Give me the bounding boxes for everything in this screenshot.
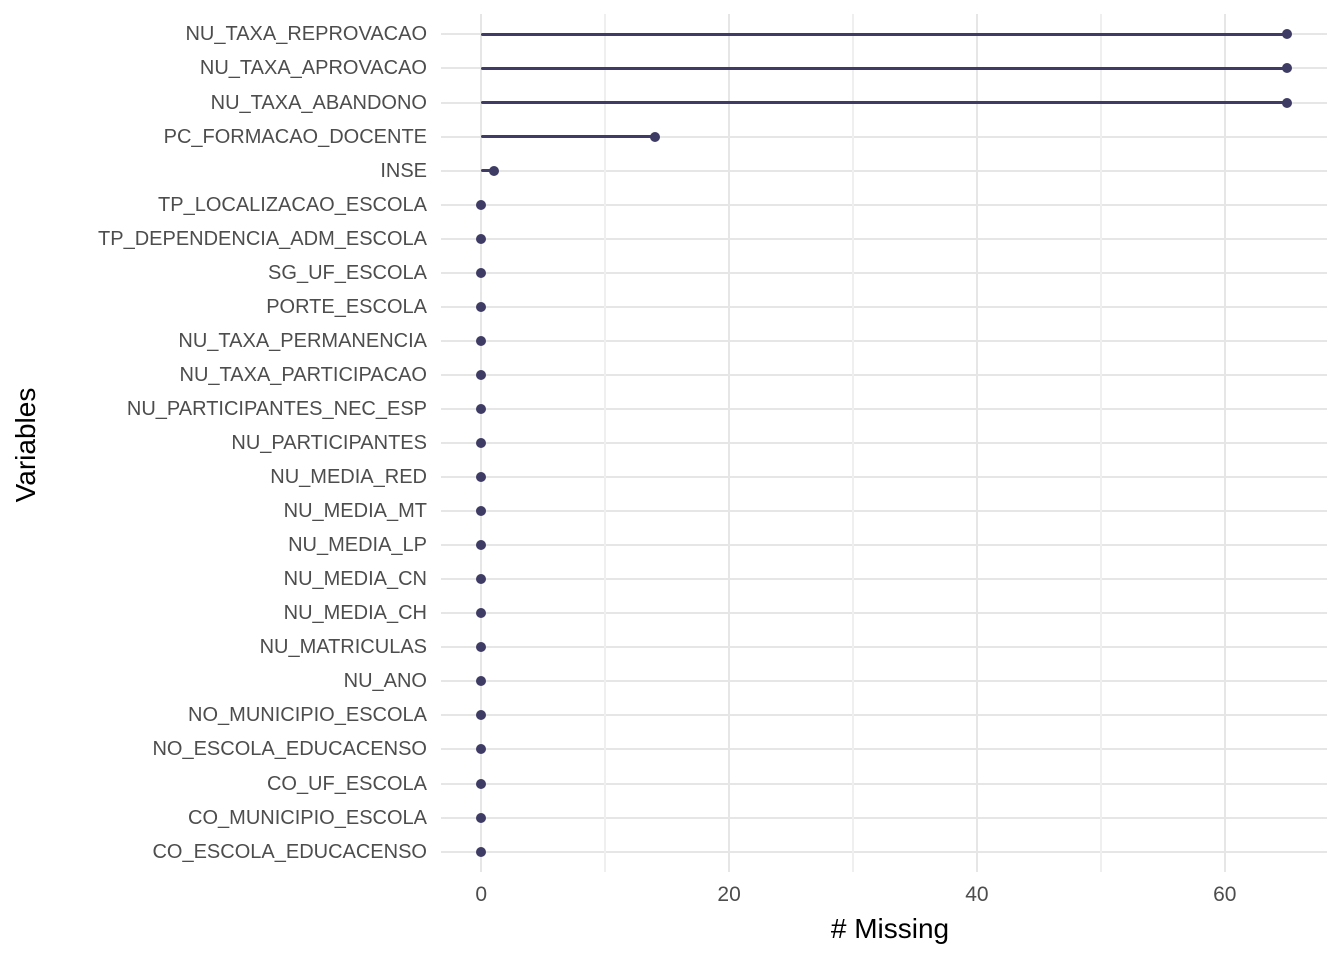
y-axis-label: CO_UF_ESCOLA [266,772,427,795]
lollipop-dot [476,642,487,653]
y-axis-title: Variables [10,387,41,503]
y-axis-label: NU_TAXA_PARTICIPACAO [179,363,427,386]
y-axis-label: SG_UF_ESCOLA [268,261,427,284]
gridline-horizontal [441,271,1327,274]
gridline-horizontal [441,339,1327,342]
lollipop-dot [476,608,487,619]
y-axis-label: NU_MEDIA_MT [283,500,427,523]
x-axis-tick-label: 0 [475,883,488,906]
lollipop-dot [476,812,487,823]
y-axis-label: NU_TAXA_APROVACAO [199,57,427,80]
lollipop-dot [476,199,487,210]
y-axis-label: NO_MUNICIPIO_ESCOLA [188,704,427,727]
lollipop-dot [1281,29,1292,40]
y-axis-label: NU_ANO [343,670,427,693]
y-axis-label: NO_ESCOLA_EDUCACENSO [152,738,427,761]
gridline-horizontal [441,476,1327,479]
lollipop-dot [476,233,487,244]
y-axis-label: NU_MEDIA_LP [288,534,427,557]
y-axis-label: PC_FORMACAO_DOCENTE [163,125,427,148]
gridline-horizontal [441,442,1327,444]
gridline-vertical-major [975,14,978,872]
lollipop-line [481,101,1287,104]
lollipop-line [481,135,655,139]
lollipop-dot [476,403,487,414]
lollipop-dot [476,267,487,278]
gridline-horizontal [441,782,1327,785]
gridline-horizontal [441,544,1327,547]
gridline-vertical-minor [852,14,854,872]
y-axis-label: NU_MATRICULAS [259,636,427,659]
y-axis-label: TP_LOCALIZACAO_ESCOLA [158,193,427,216]
lollipop-dot [476,335,487,346]
gridline-horizontal [441,237,1327,240]
lollipop-dot [476,301,487,312]
lollipop-dot [476,846,487,857]
y-axis-label: CO_ESCOLA_EDUCACENSO [152,840,427,863]
gridline-vertical-minor [1100,14,1102,872]
gridline-horizontal [441,373,1327,376]
y-axis-label: TP_DEPENDENCIA_ADM_ESCOLA [98,227,427,250]
gridline-horizontal [441,850,1327,853]
y-axis-label: INSE [380,159,427,182]
y-axis-label: CO_MUNICIPIO_ESCOLA [188,806,427,829]
gridline-horizontal [441,407,1327,410]
lollipop-dot [476,744,487,755]
y-axis-label: NU_TAXA_REPROVACAO [185,23,427,46]
lollipop-line [481,66,1287,70]
lollipop-dot [476,472,487,483]
y-axis-label: NU_MEDIA_CN [283,568,427,591]
y-axis-label: NU_MEDIA_RED [270,466,427,489]
lollipop-dot [476,676,487,687]
x-axis-tick-label: 20 [717,883,741,906]
gridline-horizontal [441,305,1327,308]
lollipop-dot [476,506,487,517]
lollipop-dot [1281,63,1292,74]
gridline-horizontal [441,680,1327,683]
y-axis-label: NU_PARTICIPANTES_NEC_ESP [126,397,427,420]
gridline-horizontal [441,510,1327,513]
lollipop-dot [1281,97,1292,108]
gridline-horizontal [441,748,1327,751]
y-axis-label: PORTE_ESCOLA [266,295,427,318]
y-axis-label: NU_PARTICIPANTES [231,432,427,454]
gridline-horizontal [441,816,1327,819]
y-axis-label: NU_MEDIA_CH [283,602,427,625]
gridline-horizontal [441,135,1327,138]
gridline-horizontal [441,714,1327,717]
gridline-vertical-major [1223,14,1226,872]
lollipop-dot [476,574,487,585]
lollipop-dot [476,540,487,551]
gridline-horizontal [441,203,1327,206]
gridline-horizontal [441,169,1327,172]
lollipop-line [481,32,1287,36]
x-axis-title: # Missing [830,913,950,944]
gridline-vertical-major [728,14,731,872]
lollipop-dot [476,369,487,380]
gridline-horizontal [441,646,1327,649]
gridline-vertical-minor [604,14,606,872]
gridline-horizontal [441,578,1327,581]
gridline-horizontal [441,612,1327,615]
y-axis-label: NU_TAXA_PERMANENCIA [178,329,427,352]
lollipop-dot [649,131,660,142]
lollipop-dot [476,438,487,448]
lollipop-line [481,169,494,173]
lollipop-dot [488,165,499,176]
lollipop-dot [476,778,487,789]
y-axis-label: NU_TAXA_ABANDONO [210,91,427,114]
lollipop-dot [476,710,487,721]
x-axis-tick-label: 60 [1213,883,1237,906]
x-axis-tick-label: 40 [965,883,989,906]
